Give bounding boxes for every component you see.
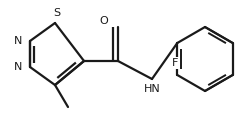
Text: S: S [53,8,60,18]
Text: N: N [14,36,22,46]
Text: O: O [99,16,108,26]
Text: F: F [171,58,178,68]
Text: N: N [14,62,22,72]
Text: HN: HN [143,84,160,94]
